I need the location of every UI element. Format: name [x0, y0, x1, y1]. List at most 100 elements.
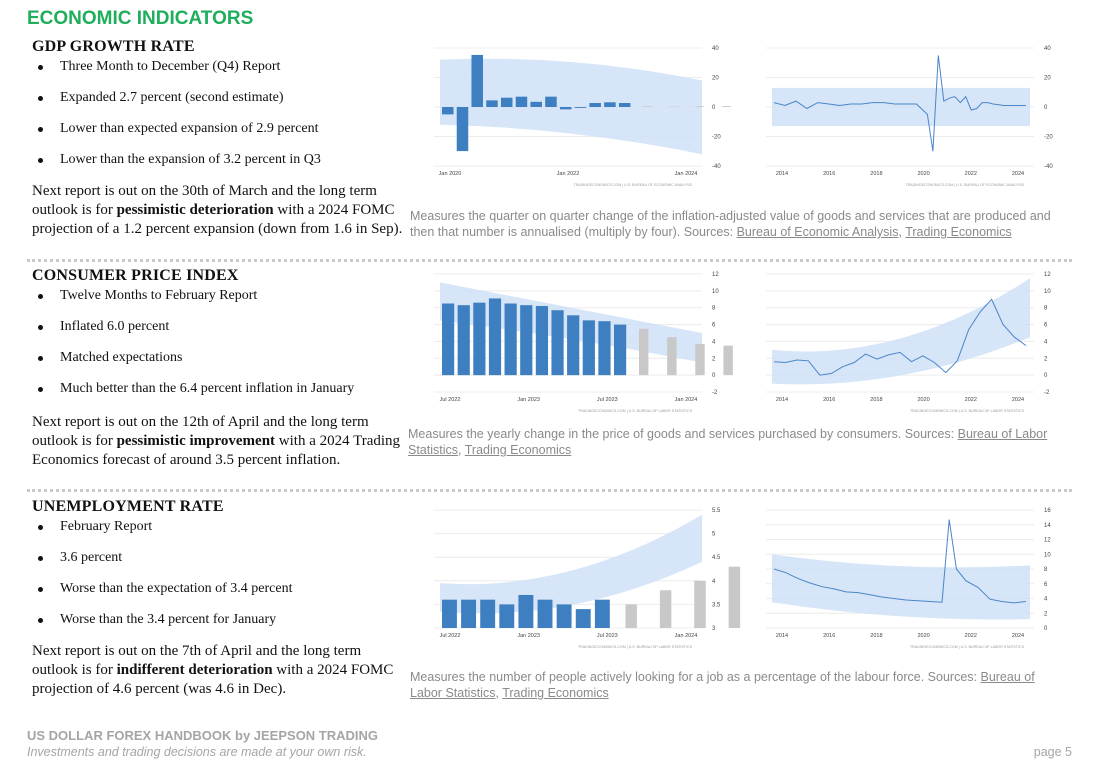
y-tick-label: 2	[1044, 611, 1048, 617]
data-bar	[457, 305, 470, 376]
x-tick-label: Jan 2023	[517, 397, 540, 403]
description-text: Measures the yearly change in the price …	[408, 427, 958, 441]
forecast-bar	[722, 106, 731, 107]
gdp-outlook-note: Next report is out on the 30th of March …	[32, 182, 404, 239]
data-bar	[515, 96, 528, 107]
forecast-bar	[659, 590, 672, 628]
unemployment-bullet-list: February Report 3.6 percent Worse than t…	[36, 517, 293, 641]
x-tick-label: Jan 2024	[675, 633, 698, 639]
x-tick-label: Jan 2023	[517, 633, 540, 639]
data-bar	[442, 303, 455, 376]
x-tick-label: 2022	[965, 397, 977, 403]
data-bar	[537, 599, 553, 628]
description-text: Measures the quarter on quarter change o…	[410, 209, 1051, 239]
source-link-trading-economics[interactable]: Trading Economics	[464, 443, 572, 457]
list-item: Worse than the expectation of 3.4 percen…	[36, 579, 293, 610]
note-text: Next report is out on the 30th of March …	[32, 183, 377, 218]
x-tick-label: 2014	[776, 633, 788, 639]
y-tick-label: 0	[1044, 626, 1048, 632]
forecast-bar	[695, 343, 705, 376]
y-tick-label: 20	[712, 76, 719, 82]
data-bar	[461, 599, 477, 628]
y-tick-label: -2	[1044, 390, 1050, 396]
y-tick-label: 0	[712, 373, 716, 379]
data-bar	[488, 298, 502, 376]
data-bar	[551, 310, 564, 376]
x-tick-label: Jul 2023	[597, 633, 618, 639]
data-bar	[575, 609, 591, 628]
section-divider	[27, 489, 1072, 492]
list-item: Twelve Months to February Report	[36, 286, 354, 317]
forecast-band	[440, 514, 702, 614]
cpi-bullet-list: Twelve Months to February Report Inflate…	[36, 286, 354, 410]
data-bar	[618, 103, 631, 107]
gdp-line-chart: 40 20 0 -20 -40 2014 2016 2018 2020 2022 2024 TRADI…	[766, 46, 1053, 187]
source-link-bls[interactable]: Bureau of Labor Statistics	[408, 427, 1048, 457]
unemployment-description: Measures the number of people actively l…	[410, 669, 1070, 701]
chart-credit: TRADINGECONOMICS.COM | U.S. BUREAU OF LA…	[910, 409, 1025, 413]
list-item: Lower than expected expansion of 2.9 per…	[36, 119, 321, 150]
note-emphasis: indifferent deterioration	[116, 662, 273, 678]
chart-credit: TRADINGECONOMICS.COM | U.S. BUREAU OF LA…	[910, 645, 1025, 649]
description-text: Measures the number of people actively l…	[410, 670, 981, 684]
list-item: Inflated 6.0 percent	[36, 317, 354, 348]
y-tick-label: -2	[712, 390, 718, 396]
list-item: 3.6 percent	[36, 548, 293, 579]
data-bar	[574, 107, 587, 108]
y-tick-label: 2	[1044, 356, 1048, 362]
x-tick-label: Jan 2024	[675, 171, 698, 177]
cpi-outlook-note: Next report is out on the 12th of April …	[32, 413, 404, 470]
y-tick-label: 8	[1044, 306, 1048, 312]
y-tick-label: -40	[712, 164, 721, 170]
list-item: February Report	[36, 517, 293, 548]
data-bar	[471, 54, 483, 107]
note-text: with a 2024 FOMC projection of 4.6 perce…	[32, 662, 394, 697]
source-link-bls[interactable]: Bureau of Labor Statistics	[410, 670, 1035, 700]
source-link-trading-economics[interactable]: Trading Economics	[502, 686, 609, 700]
forecast-bar	[667, 337, 677, 376]
data-bar	[520, 305, 533, 376]
data-bar	[594, 599, 610, 628]
note-text: Next report is out on the 7th of April a…	[32, 643, 362, 678]
y-tick-label: -20	[1044, 135, 1053, 141]
separator: ,	[898, 225, 906, 239]
y-tick-label: 4	[1044, 597, 1048, 603]
y-tick-label: 0	[1044, 105, 1048, 111]
x-tick-label: 2020	[917, 171, 929, 177]
x-tick-label: Jan 2024	[675, 397, 698, 403]
x-tick-label: 2014	[776, 171, 788, 177]
y-tick-label: 6	[712, 323, 716, 329]
cpi-bar-chart: 12 10 8 6 4 2 0 -2 Jul 2022 Jan 2023 Jul 2023 Jan 2…	[434, 272, 733, 413]
note-emphasis: pessimistic improvement	[116, 433, 276, 449]
y-tick-label: 10	[712, 289, 719, 295]
data-bar	[486, 100, 498, 107]
unemployment-bar-chart: 5.5 5 4.5 4 3.5 3 Jul 2022 Jan 2023 Jul 2023 Jan …	[434, 508, 741, 649]
page-number: page 5	[1033, 745, 1072, 759]
y-tick-label: 5	[712, 532, 716, 538]
source-link-trading-economics[interactable]: Trading Economics	[905, 225, 1012, 239]
gdp-bar-chart: 40 20 0 -20 -40 Jan 2020 Jan 2022 Jan 2024 TRADI…	[434, 46, 731, 187]
x-tick-label: 2024	[1012, 171, 1024, 177]
forecast-bar	[695, 106, 705, 107]
y-tick-label: 12	[1044, 272, 1051, 278]
x-tick-label: Jul 2022	[440, 397, 461, 403]
y-tick-label: 0	[1044, 373, 1048, 379]
data-bar	[442, 599, 457, 628]
y-tick-label: 8	[1044, 567, 1048, 573]
note-text: Next report is out on the 12th of April …	[32, 414, 369, 449]
y-tick-label: 6	[1044, 323, 1048, 329]
x-tick-label: 2022	[965, 633, 977, 639]
data-bar	[442, 107, 454, 115]
data-bar	[582, 320, 595, 376]
footer-brand: US DOLLAR FOREX HANDBOOK by JEEPSON TRAD…	[27, 728, 379, 743]
source-link-bea[interactable]: Bureau of Economic Analysis	[736, 225, 899, 239]
x-tick-label: 2018	[870, 171, 882, 177]
trend-band	[772, 554, 1030, 620]
data-bar	[499, 604, 515, 628]
y-tick-label: 5.5	[712, 508, 721, 514]
data-bar	[473, 302, 486, 376]
x-tick-label: Jan 2020	[439, 171, 462, 177]
x-tick-label: 2016	[823, 171, 835, 177]
data-bar	[500, 97, 513, 107]
x-tick-label: Jan 2022	[557, 171, 580, 177]
